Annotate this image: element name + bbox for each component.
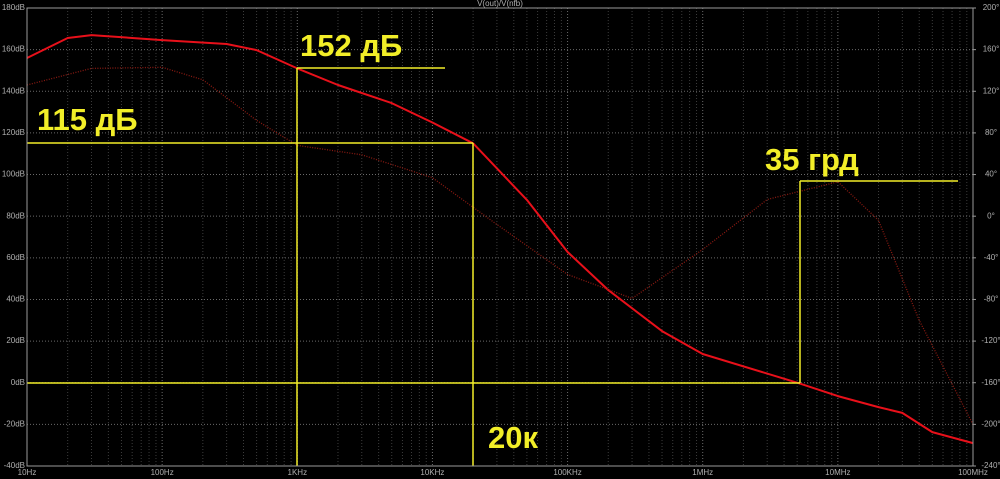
chart-title: V(out)/V(nfb) <box>477 0 523 8</box>
y2-tick-label: -40° <box>984 253 999 262</box>
x-tick-label: 10Hz <box>18 468 37 477</box>
y2-tick-label: 80° <box>985 128 997 137</box>
y2-tick-label: -80° <box>984 295 999 304</box>
annotation: 35 грд <box>765 142 859 177</box>
y-tick-label: 100dB <box>2 170 25 179</box>
trace <box>26 34 974 445</box>
x-tick-label: 1KHz <box>288 468 308 477</box>
annotation: 115 дБ <box>37 102 138 137</box>
y-tick-label: 80dB <box>6 211 25 220</box>
y-tick-label: -40dB <box>4 461 25 470</box>
y2-tick-label: -120° <box>981 336 1000 345</box>
y-tick-label: 120dB <box>2 128 25 137</box>
y-tick-label: 60dB <box>6 253 25 262</box>
x-tick-label: 10MHz <box>825 468 850 477</box>
x-tick-label: 100KHz <box>553 468 581 477</box>
y2-tick-label: 40° <box>985 170 997 179</box>
y-tick-label: 20dB <box>6 336 25 345</box>
y-tick-label: -20dB <box>4 419 25 428</box>
x-tick-label: 100Hz <box>151 468 174 477</box>
y2-tick-label: 200° <box>983 3 1000 12</box>
annotation: 20к <box>488 420 538 455</box>
y2-tick-label: 0° <box>987 211 995 220</box>
x-tick-label: 10KHz <box>420 468 444 477</box>
y2-tick-label: -240° <box>981 461 1000 470</box>
y2-tick-label: 120° <box>983 86 1000 95</box>
x-tick-label: 100MHz <box>958 468 988 477</box>
y-tick-label: 40dB <box>6 295 25 304</box>
y-tick-label: 0dB <box>11 378 25 387</box>
trace <box>26 66 974 425</box>
y-tick-label: 140dB <box>2 86 25 95</box>
traces <box>26 34 974 445</box>
plot-frame <box>26 7 974 467</box>
y2-tick-label: -200° <box>981 419 1000 428</box>
y-tick-label: 180dB <box>2 3 25 12</box>
x-tick-label: 1MHz <box>692 468 713 477</box>
annotation: 152 дБ <box>300 28 402 63</box>
y2-tick-label: -160° <box>981 378 1000 387</box>
y-tick-label: 160dB <box>2 45 25 54</box>
y2-tick-label: 160° <box>983 45 1000 54</box>
annotation-lines <box>27 67 958 466</box>
